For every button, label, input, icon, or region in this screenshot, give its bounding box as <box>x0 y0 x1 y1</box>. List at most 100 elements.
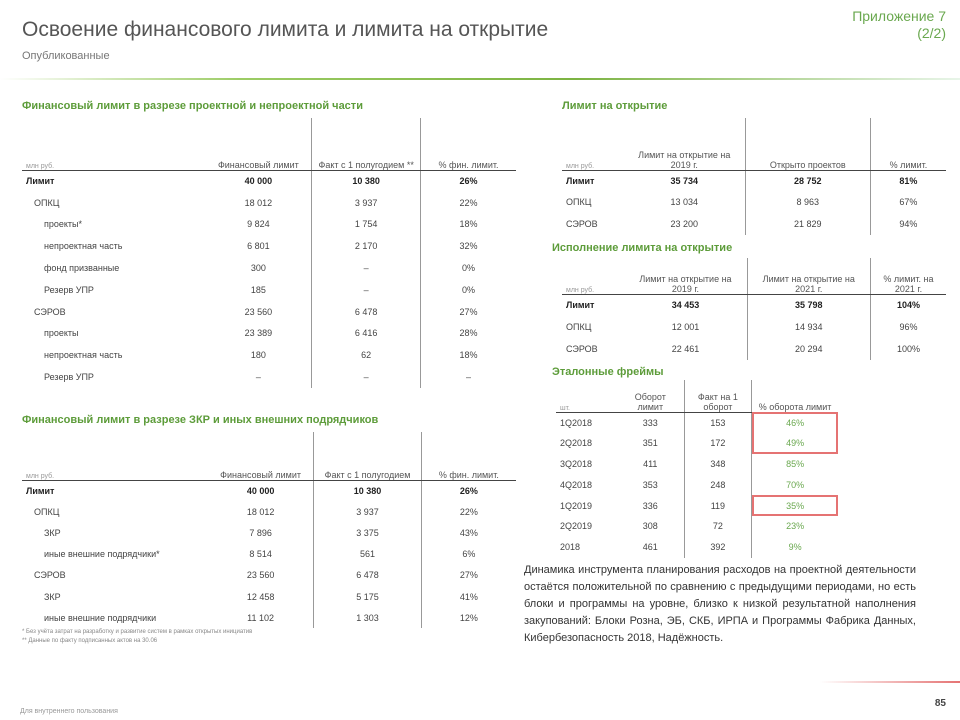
table-row: ОПКЦ 12 001 14 934 96% <box>562 316 946 338</box>
table-row: 4Q2018 353 248 70% <box>556 474 838 496</box>
row-label: СЭРОВ <box>34 306 66 317</box>
cell-percent: 0% <box>461 263 475 274</box>
header-divider <box>0 78 960 80</box>
cell-percent: 23% <box>786 521 805 532</box>
row-label: 4Q2018 <box>560 479 593 490</box>
cell-value: 6 478 <box>313 564 422 586</box>
cell-value: 8 963 <box>745 191 871 213</box>
cell-value: 23 389 <box>205 322 313 345</box>
row-label: СЭРОВ <box>566 218 598 229</box>
cell-value: 12 458 <box>207 585 315 608</box>
cell-value: 6 801 <box>205 235 313 258</box>
cell-percent: 22% <box>459 506 478 517</box>
column-header: % фин. лимит. <box>421 432 516 481</box>
row-label: непроектная часть <box>44 241 123 252</box>
cell-percent: 32% <box>459 241 478 252</box>
table-row: СЭРОВ 23 560 6 478 27% <box>22 564 516 586</box>
unit-label: млн руб. <box>562 118 624 171</box>
cell-value: 3 375 <box>313 522 422 544</box>
cell-percent: 85% <box>786 458 805 469</box>
column-header: Факт с 1 полугодием ** <box>311 118 421 171</box>
cell-percent: 49% <box>786 438 805 449</box>
project-limit-table: млн руб. Финансовый лимит Факт с 1 полуг… <box>22 118 516 388</box>
table-row: фонд призванные 300– 0% <box>22 257 516 279</box>
row-label: СЭРОВ <box>34 570 66 581</box>
appendix-line-2: (2/2) <box>917 25 946 41</box>
cell-value: 12 001 <box>624 316 748 338</box>
cell-value: 35 734 <box>623 170 746 192</box>
appendix-label: Приложение 7 (2/2) <box>852 8 946 42</box>
table2-section-title: Финансовый лимит в разрезе ЗКР и иных вн… <box>22 414 379 426</box>
cell-value: 300 <box>205 257 313 279</box>
row-label: иные внешние подрядчики <box>44 612 157 623</box>
cell-value: 6 478 <box>311 300 421 323</box>
footnote: ** Данные по факту подписанных актов на … <box>22 638 158 644</box>
cell-percent: 27% <box>459 306 478 317</box>
table-row: ОПКЦ 18 012 3 937 22% <box>22 501 516 523</box>
cell-value: 11 102 <box>207 607 315 629</box>
row-label: ОПКЦ <box>566 322 592 332</box>
cell-value: – <box>311 366 421 388</box>
cell-value: 23 560 <box>205 300 313 323</box>
cell-percent: 96% <box>899 322 918 332</box>
table-row: 2Q2018 351 172 49% <box>556 432 838 454</box>
cell-percent: 41% <box>459 591 478 602</box>
row-label: фонд призванные <box>44 263 120 274</box>
cell-percent: 0% <box>461 284 475 295</box>
cell-value: 248 <box>684 474 753 496</box>
cell-value: 2 170 <box>311 235 421 258</box>
cell-value: 7 896 <box>207 522 315 544</box>
column-header: Оборот лимит <box>616 380 685 413</box>
cell-value: 172 <box>684 432 753 454</box>
column-header: % оборота лимит <box>751 380 838 413</box>
opening-limit-table: млн руб. Лимит на открытие на 2019 г. От… <box>562 118 946 235</box>
cell-value: 40 000 <box>207 480 315 502</box>
contractor-limit-table: млн руб. Финансовый лимит Факт с 1 полуг… <box>22 432 516 629</box>
row-label: 2Q2018 <box>560 438 593 449</box>
column-header: Лимит на открытие на 2021 г. <box>747 258 871 295</box>
column-header: Лимит на открытие на 2019 г. <box>624 258 748 295</box>
table-row: 3Q2018 411 348 85% <box>556 453 838 475</box>
row-label: ЗКР <box>44 591 61 602</box>
cell-value: 18 012 <box>207 501 315 523</box>
table-row: проекты 23 389 6 416 28% <box>22 322 516 345</box>
table-row: ЗКР 7 896 3 375 43% <box>22 522 516 544</box>
cell-value: 18 012 <box>205 191 313 214</box>
row-label: 2Q2019 <box>560 521 593 532</box>
row-label: Лимит <box>566 176 595 186</box>
cell-percent: 100% <box>896 344 920 354</box>
cell-value: 392 <box>684 536 753 558</box>
table-row: проекты* 9 824 1 754 18% <box>22 213 516 236</box>
cell-value: 35 798 <box>747 294 871 316</box>
cell-percent: 18% <box>459 350 478 361</box>
cell-value: 23 560 <box>207 564 315 586</box>
cell-value: 5 175 <box>313 585 422 608</box>
table-row: Резерв УПР 185– 0% <box>22 278 516 301</box>
column-header: % фин. лимит. <box>420 118 516 171</box>
column-header: Финансовый лимит <box>205 118 313 171</box>
unit-label: млн руб. <box>22 432 208 481</box>
column-header: Лимит на открытие на 2019 г. <box>623 118 746 171</box>
table-row: СЭРОВ 23 560 6 478 27% <box>22 300 516 323</box>
table-row: Лимит 34 453 35 798 104% <box>562 294 946 316</box>
cell-value: 14 934 <box>747 316 871 338</box>
cell-percent: 6% <box>462 549 476 560</box>
cell-percent: 9% <box>788 542 802 553</box>
cell-value: 23 200 <box>623 213 746 235</box>
row-label: Лимит <box>26 485 55 496</box>
cell-value: 411 <box>616 453 685 475</box>
row-label: 1Q2018 <box>560 417 593 428</box>
cell-value: 185 <box>205 278 313 301</box>
cell-percent: 12% <box>459 612 478 623</box>
cell-value: 180 <box>205 344 313 367</box>
cell-percent: 70% <box>786 479 805 490</box>
cell-value: 9 824 <box>205 213 313 236</box>
column-header: % лимит. на 2021 г. <box>870 258 946 295</box>
cell-value: 336 <box>616 495 685 516</box>
cell-value: 308 <box>616 515 685 537</box>
unit-label: шт. <box>556 380 617 413</box>
page-number: 85 <box>934 698 946 709</box>
table-row: 2018 461 392 9% <box>556 536 838 558</box>
cell-percent: 81% <box>899 176 918 186</box>
cell-value: 6 416 <box>311 322 421 345</box>
